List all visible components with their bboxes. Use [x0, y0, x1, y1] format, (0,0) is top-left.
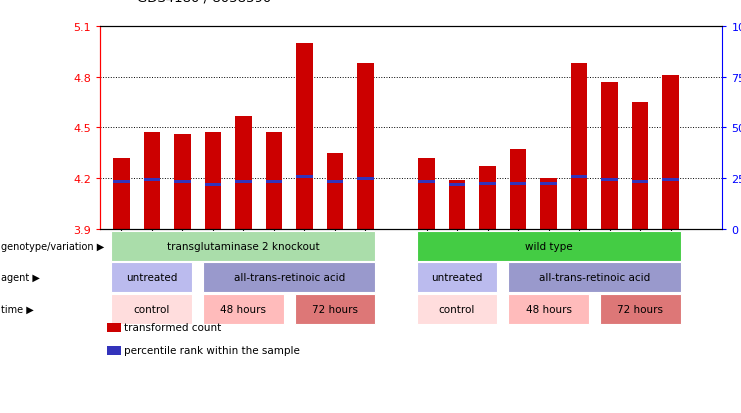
Bar — [510, 150, 526, 229]
Text: wild type: wild type — [525, 241, 572, 251]
Bar — [113, 180, 130, 183]
Text: percentile rank within the sample: percentile rank within the sample — [124, 345, 300, 355]
Text: agent ▶: agent ▶ — [1, 273, 40, 282]
Text: untreated: untreated — [126, 273, 178, 282]
Bar — [571, 64, 588, 229]
Text: all-trans-retinoic acid: all-trans-retinoic acid — [233, 273, 345, 282]
Text: control: control — [133, 304, 170, 314]
Bar — [479, 182, 496, 185]
Bar — [418, 180, 435, 183]
Bar — [601, 83, 618, 229]
Bar — [540, 178, 557, 229]
Bar — [205, 133, 222, 229]
Bar — [357, 177, 374, 180]
Bar — [540, 182, 557, 185]
Bar — [235, 116, 252, 229]
Bar — [632, 103, 648, 229]
Text: untreated: untreated — [431, 273, 482, 282]
Bar — [296, 44, 313, 229]
Bar — [601, 179, 618, 182]
Text: all-trans-retinoic acid: all-trans-retinoic acid — [539, 273, 650, 282]
Bar — [235, 180, 252, 183]
Bar — [327, 153, 343, 229]
Text: 48 hours: 48 hours — [220, 304, 267, 314]
Bar — [632, 180, 648, 183]
Bar — [448, 184, 465, 187]
Bar — [144, 179, 160, 182]
Bar — [174, 135, 191, 229]
Text: GDS4180 / 8058390: GDS4180 / 8058390 — [137, 0, 271, 4]
Bar — [662, 179, 679, 182]
Text: 72 hours: 72 hours — [312, 304, 358, 314]
Bar — [418, 158, 435, 229]
Text: control: control — [439, 304, 475, 314]
Text: time ▶: time ▶ — [1, 304, 34, 314]
Bar — [205, 184, 222, 187]
Bar — [662, 76, 679, 229]
Text: 72 hours: 72 hours — [617, 304, 663, 314]
Bar — [296, 176, 313, 178]
Bar — [327, 180, 343, 183]
Text: 48 hours: 48 hours — [525, 304, 571, 314]
Bar — [479, 167, 496, 229]
Bar — [265, 180, 282, 183]
Text: transformed count: transformed count — [124, 323, 222, 332]
Bar — [357, 64, 374, 229]
Text: genotype/variation ▶: genotype/variation ▶ — [1, 241, 104, 251]
Bar — [144, 133, 160, 229]
Bar — [571, 176, 588, 178]
Text: transglutaminase 2 knockout: transglutaminase 2 knockout — [167, 241, 320, 251]
Bar — [265, 133, 282, 229]
Bar — [174, 180, 191, 183]
Bar — [510, 182, 526, 185]
Bar — [113, 158, 130, 229]
Bar — [448, 180, 465, 229]
